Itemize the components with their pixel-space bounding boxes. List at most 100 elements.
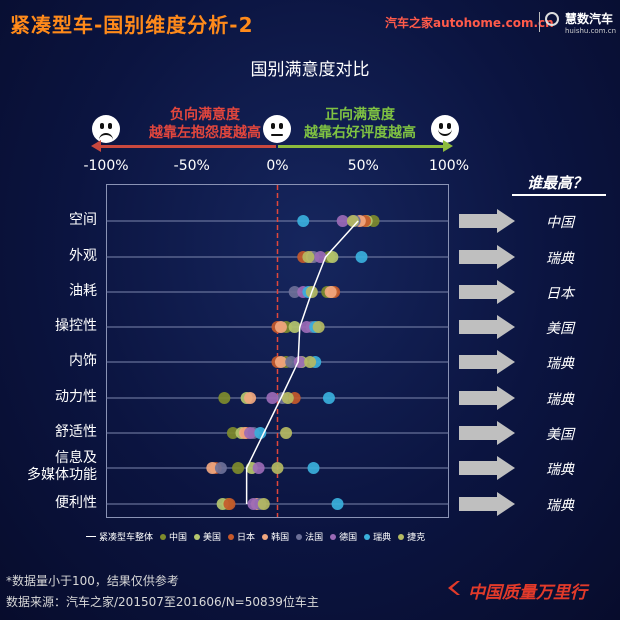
winner-label: 日本 [546, 286, 574, 302]
point-捷克 [281, 392, 294, 404]
legend-item: 韩国 [262, 530, 289, 543]
point-瑞典 [331, 498, 344, 510]
divider [539, 12, 540, 32]
point-捷克 [257, 498, 270, 510]
point-德国 [244, 427, 257, 439]
point-法国 [288, 286, 301, 298]
point-捷克 [312, 321, 325, 333]
point-韩国 [274, 321, 287, 333]
winner-label: 美国 [546, 427, 574, 443]
page-title: 紧凑型车-国别维度分析-2 [10, 13, 254, 37]
category-label: 油耗 [69, 283, 97, 299]
category-label: 外观 [69, 248, 97, 264]
legend-item: 捷克 [398, 530, 425, 543]
point-德国 [247, 498, 260, 510]
point-韩国 [244, 392, 257, 404]
category-label: 舒适性 [55, 424, 97, 440]
positive-label-line1: 正向满意度 [325, 107, 395, 123]
point-德国 [300, 321, 313, 333]
autohome-logo: 汽车之家autohome.com.cn [385, 16, 554, 30]
point-捷克 [280, 427, 293, 439]
point-瑞典 [322, 392, 335, 404]
positive-label: 正向满意度 越靠右好评度越高 [295, 106, 425, 142]
point-德国 [336, 215, 349, 227]
legend-item: 中国 [160, 530, 187, 543]
arrow-right-icon [459, 386, 515, 410]
winner-label: 瑞典 [546, 498, 574, 514]
negative-label-line2: 越靠左抱怨度越高 [149, 125, 261, 141]
cqn-logo-icon [448, 581, 460, 595]
chart-title: 国别满意度对比 [250, 60, 370, 80]
point-中国 [226, 427, 239, 439]
x-tick-label: -100% [83, 158, 129, 174]
negative-arrow [91, 140, 276, 152]
point-德国 [252, 462, 265, 474]
winner-label: 中国 [546, 215, 574, 231]
point-德国 [314, 251, 327, 263]
neutral-face-icon [263, 115, 291, 143]
cqn-brand: 中国质量万里行 [468, 583, 587, 603]
x-tick-label: 0% [266, 158, 289, 174]
happy-face-icon [431, 115, 459, 143]
arrow-right-icon [459, 280, 515, 304]
point-德国 [266, 392, 279, 404]
point-捷克 [304, 356, 317, 368]
header: 紧凑型车-国别维度分析-2 汽车之家autohome.com.cn 慧数汽车 h… [0, 0, 620, 44]
point-捷克 [302, 251, 315, 263]
winner-label: 瑞典 [546, 392, 574, 408]
huishu-name: 慧数汽车 [565, 12, 614, 26]
arrow-right-icon [459, 492, 515, 516]
arrow-right-icon [459, 315, 515, 339]
legend: 紧凑型车整体 中国 美国 日本 韩国 法国 德国 瑞典 捷克 [86, 530, 432, 543]
point-捷克 [271, 462, 284, 474]
winner-heading: 谁最高？ [526, 174, 587, 192]
footnote-sample: *数据量小于100，结果仅供参考 [6, 574, 179, 588]
point-中国 [232, 462, 245, 474]
category-label: 操控性 [55, 318, 97, 334]
negative-label-line1: 负向满意度 [170, 107, 240, 123]
point-韩国 [206, 462, 219, 474]
point-法国 [214, 462, 227, 474]
huishu-url: huishu.com.cn [565, 27, 617, 35]
point-瑞典 [254, 427, 267, 439]
category-label: 内饰 [69, 353, 97, 369]
legend-item: 美国 [194, 530, 221, 543]
sad-face-icon [92, 115, 120, 143]
point-瑞典 [307, 462, 320, 474]
arrow-right-icon [459, 209, 515, 233]
plot-area [106, 184, 449, 518]
point-韩国 [324, 286, 337, 298]
overall-line [245, 220, 359, 504]
point-美国 [326, 251, 339, 263]
point-瑞典 [297, 215, 310, 227]
arrow-right-icon [459, 245, 515, 269]
x-tick-label: 50% [347, 158, 379, 174]
legend-item: 日本 [228, 530, 255, 543]
x-tick-label: 100% [428, 158, 470, 174]
winner-label: 瑞典 [546, 462, 574, 478]
category-label: 信息及 多媒体功能 [27, 450, 97, 483]
winner-heading-underline [512, 194, 606, 196]
category-label: 便利性 [55, 495, 97, 511]
legend-item: 德国 [330, 530, 357, 543]
category-label: 动力性 [55, 389, 97, 405]
winner-label: 瑞典 [546, 251, 574, 267]
point-瑞典 [355, 251, 368, 263]
point-韩国 [274, 356, 287, 368]
legend-item: 瑞典 [364, 530, 391, 543]
huishu-logo: 慧数汽车 huishu.com.cn [565, 10, 616, 35]
point-美国 [288, 321, 301, 333]
legend-item-overall: 紧凑型车整体 [86, 530, 153, 543]
footnote-source: 数据来源：汽车之家/201507至201606/N=50839位车主 [6, 595, 319, 609]
category-label: 空间 [69, 212, 97, 228]
legend-item: 法国 [296, 530, 323, 543]
x-tick-label: -50% [173, 158, 210, 174]
point-中国 [218, 392, 231, 404]
winner-label: 瑞典 [546, 356, 574, 372]
negative-label: 负向满意度 越靠左抱怨度越高 [140, 106, 270, 142]
winner-label: 美国 [546, 321, 574, 337]
positive-label-line2: 越靠右好评度越高 [304, 125, 416, 141]
huishu-logo-icon [545, 12, 559, 26]
arrow-right-icon [459, 421, 515, 445]
